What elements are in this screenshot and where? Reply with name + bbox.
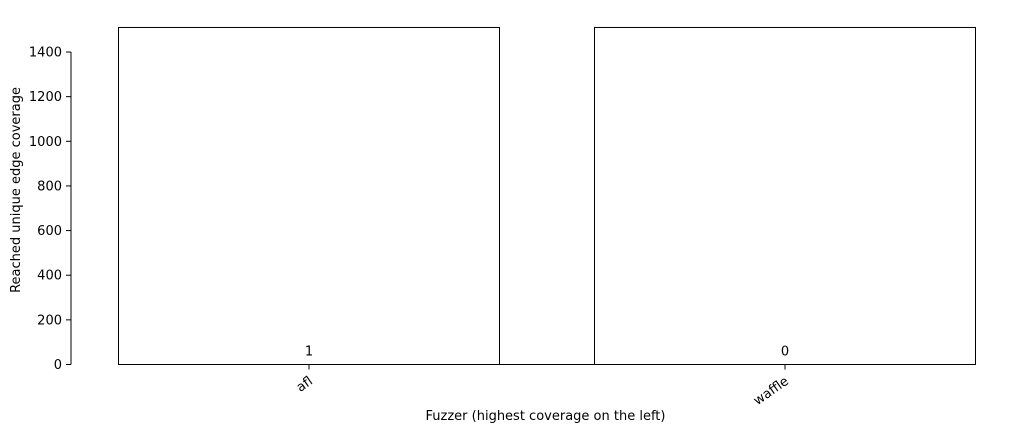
bars-group: [118, 26, 976, 366]
y-tick-label: 600: [37, 224, 62, 239]
bar-afl: [118, 26, 500, 366]
y-tick-label: 400: [37, 269, 62, 284]
y-tick-label: 0: [54, 358, 62, 373]
data-label-waffle: 0: [781, 345, 789, 360]
y-tick-label: 200: [37, 313, 62, 328]
x-tick-label-waffle: waffle: [751, 374, 792, 409]
y-tick-label: 1000: [29, 135, 62, 150]
data-label-afl: 1: [305, 345, 313, 360]
y-tick-label: 1200: [29, 90, 62, 105]
bar-waffle: [594, 26, 976, 366]
x-tick-label-afl: afl: [294, 374, 316, 396]
y-axis-title: Reached unique edge coverage: [9, 87, 24, 293]
y-tick-label: 800: [37, 179, 62, 194]
x-axis-title: Fuzzer (highest coverage on the left): [426, 409, 666, 424]
y-tick-label: 1400: [29, 46, 62, 61]
y-ticks-group: 0 200 400 600 800 1000 1200 1400: [29, 46, 71, 373]
x-ticks-group: afl waffle: [294, 364, 792, 409]
